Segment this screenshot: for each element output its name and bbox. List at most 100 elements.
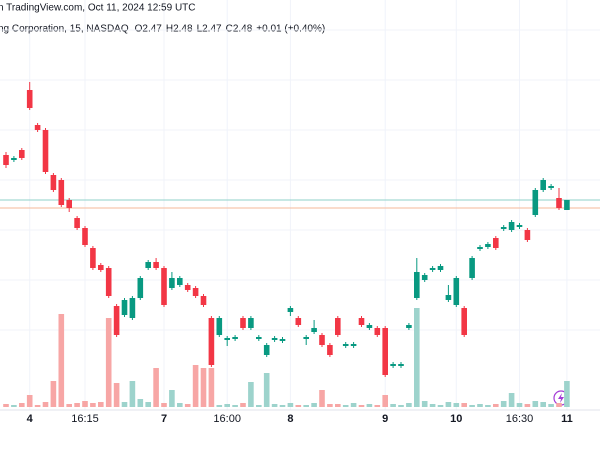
volume-bar — [350, 403, 357, 407]
volume-bar — [177, 403, 183, 407]
volume-bar — [437, 405, 444, 407]
volume-bar — [216, 405, 223, 407]
candle-body — [66, 200, 72, 208]
volume-bar — [50, 381, 57, 407]
candle-body — [82, 228, 88, 245]
candle-body — [319, 335, 325, 345]
candle-body — [113, 306, 120, 335]
volume-bar — [327, 404, 333, 407]
volume-bar — [66, 404, 72, 407]
x-tick-label: 8 — [287, 413, 293, 425]
candle-body — [11, 158, 17, 160]
candle-body — [58, 180, 65, 205]
symbol: ng Corporation, 15, NASDAQ — [0, 24, 129, 35]
candle-body — [342, 344, 349, 346]
candle-body — [90, 248, 96, 268]
volume-bar — [469, 405, 475, 407]
volume-bar — [271, 404, 278, 407]
candle-body — [240, 318, 246, 328]
volume-bar — [74, 403, 80, 407]
volume-bar — [390, 404, 396, 407]
candle-body — [524, 230, 531, 240]
candle-body — [232, 337, 238, 339]
volume-bar — [19, 403, 25, 407]
candle-body — [453, 278, 460, 305]
candle-body — [287, 308, 294, 312]
volume-bar — [295, 405, 302, 407]
candle-body — [192, 288, 199, 296]
volume-bar — [3, 404, 9, 407]
ohlc-value: O2.47 — [135, 24, 163, 35]
volume-bar — [303, 405, 309, 407]
volume-bar — [406, 403, 412, 407]
candle-body — [161, 268, 167, 305]
candle-body — [508, 222, 515, 230]
x-tick-label: 11 — [561, 413, 573, 425]
volume-bar — [382, 395, 388, 407]
volume-bar — [232, 405, 238, 407]
volume-bar — [34, 405, 41, 407]
candle-body — [374, 328, 381, 335]
candle-body — [390, 364, 396, 366]
candle-body — [429, 268, 436, 270]
volume-bar — [398, 405, 404, 407]
candle-body — [263, 345, 270, 355]
volume-bar — [121, 402, 128, 407]
volume-bar — [137, 399, 144, 407]
candle-body — [564, 200, 570, 210]
candle-body — [350, 344, 357, 346]
candle-body — [556, 198, 562, 208]
volume-bar — [319, 390, 325, 407]
volume-bar — [548, 404, 554, 407]
volume-bar — [477, 404, 483, 407]
ohlc-value: H2.48 — [166, 24, 193, 35]
candle-body — [516, 225, 523, 227]
candle-body — [26, 90, 33, 108]
candle-body — [327, 345, 333, 355]
x-tick-label: 16:15 — [71, 413, 99, 425]
candle-body — [184, 285, 191, 290]
candle-body — [500, 227, 507, 229]
candle-body — [414, 272, 420, 298]
volume-bar — [153, 368, 159, 407]
candle-body — [311, 328, 317, 332]
volume-bar — [453, 403, 460, 407]
candle-body — [421, 275, 428, 280]
candle-body — [19, 150, 25, 158]
volume-bar — [279, 405, 286, 407]
volume-bar — [540, 402, 546, 407]
volume-bar — [516, 403, 523, 407]
candle-body — [256, 337, 262, 339]
candle-body — [295, 318, 302, 325]
candle-body — [540, 180, 546, 190]
candle-body — [153, 262, 159, 268]
candle-body — [216, 318, 223, 335]
candle-body — [169, 278, 175, 288]
candle-body — [335, 318, 341, 335]
volume-bar — [366, 404, 373, 407]
candle-body — [485, 244, 491, 247]
candle-body — [493, 238, 499, 248]
ohlc-value: C2.48 — [226, 24, 253, 35]
volume-bar — [208, 368, 215, 407]
x-tick-label: 10 — [450, 413, 462, 425]
x-tick-label: 7 — [161, 413, 167, 425]
volume-bar — [90, 403, 96, 407]
candle-body — [248, 318, 254, 328]
volume-bar — [524, 404, 531, 407]
candle-body — [98, 265, 104, 270]
candle-body — [303, 337, 309, 339]
candle-body — [461, 308, 467, 335]
candle-body — [445, 295, 452, 300]
volume-bar — [493, 404, 499, 407]
volume-bar — [429, 404, 436, 407]
x-tick-label: 16:00 — [213, 413, 241, 425]
candle-body — [366, 325, 373, 328]
volume-bar — [311, 403, 317, 407]
candle-body — [437, 266, 444, 270]
volume-bar — [564, 381, 570, 407]
volume-bar — [335, 404, 341, 407]
candle-body — [145, 262, 151, 268]
candle-body — [177, 278, 183, 285]
